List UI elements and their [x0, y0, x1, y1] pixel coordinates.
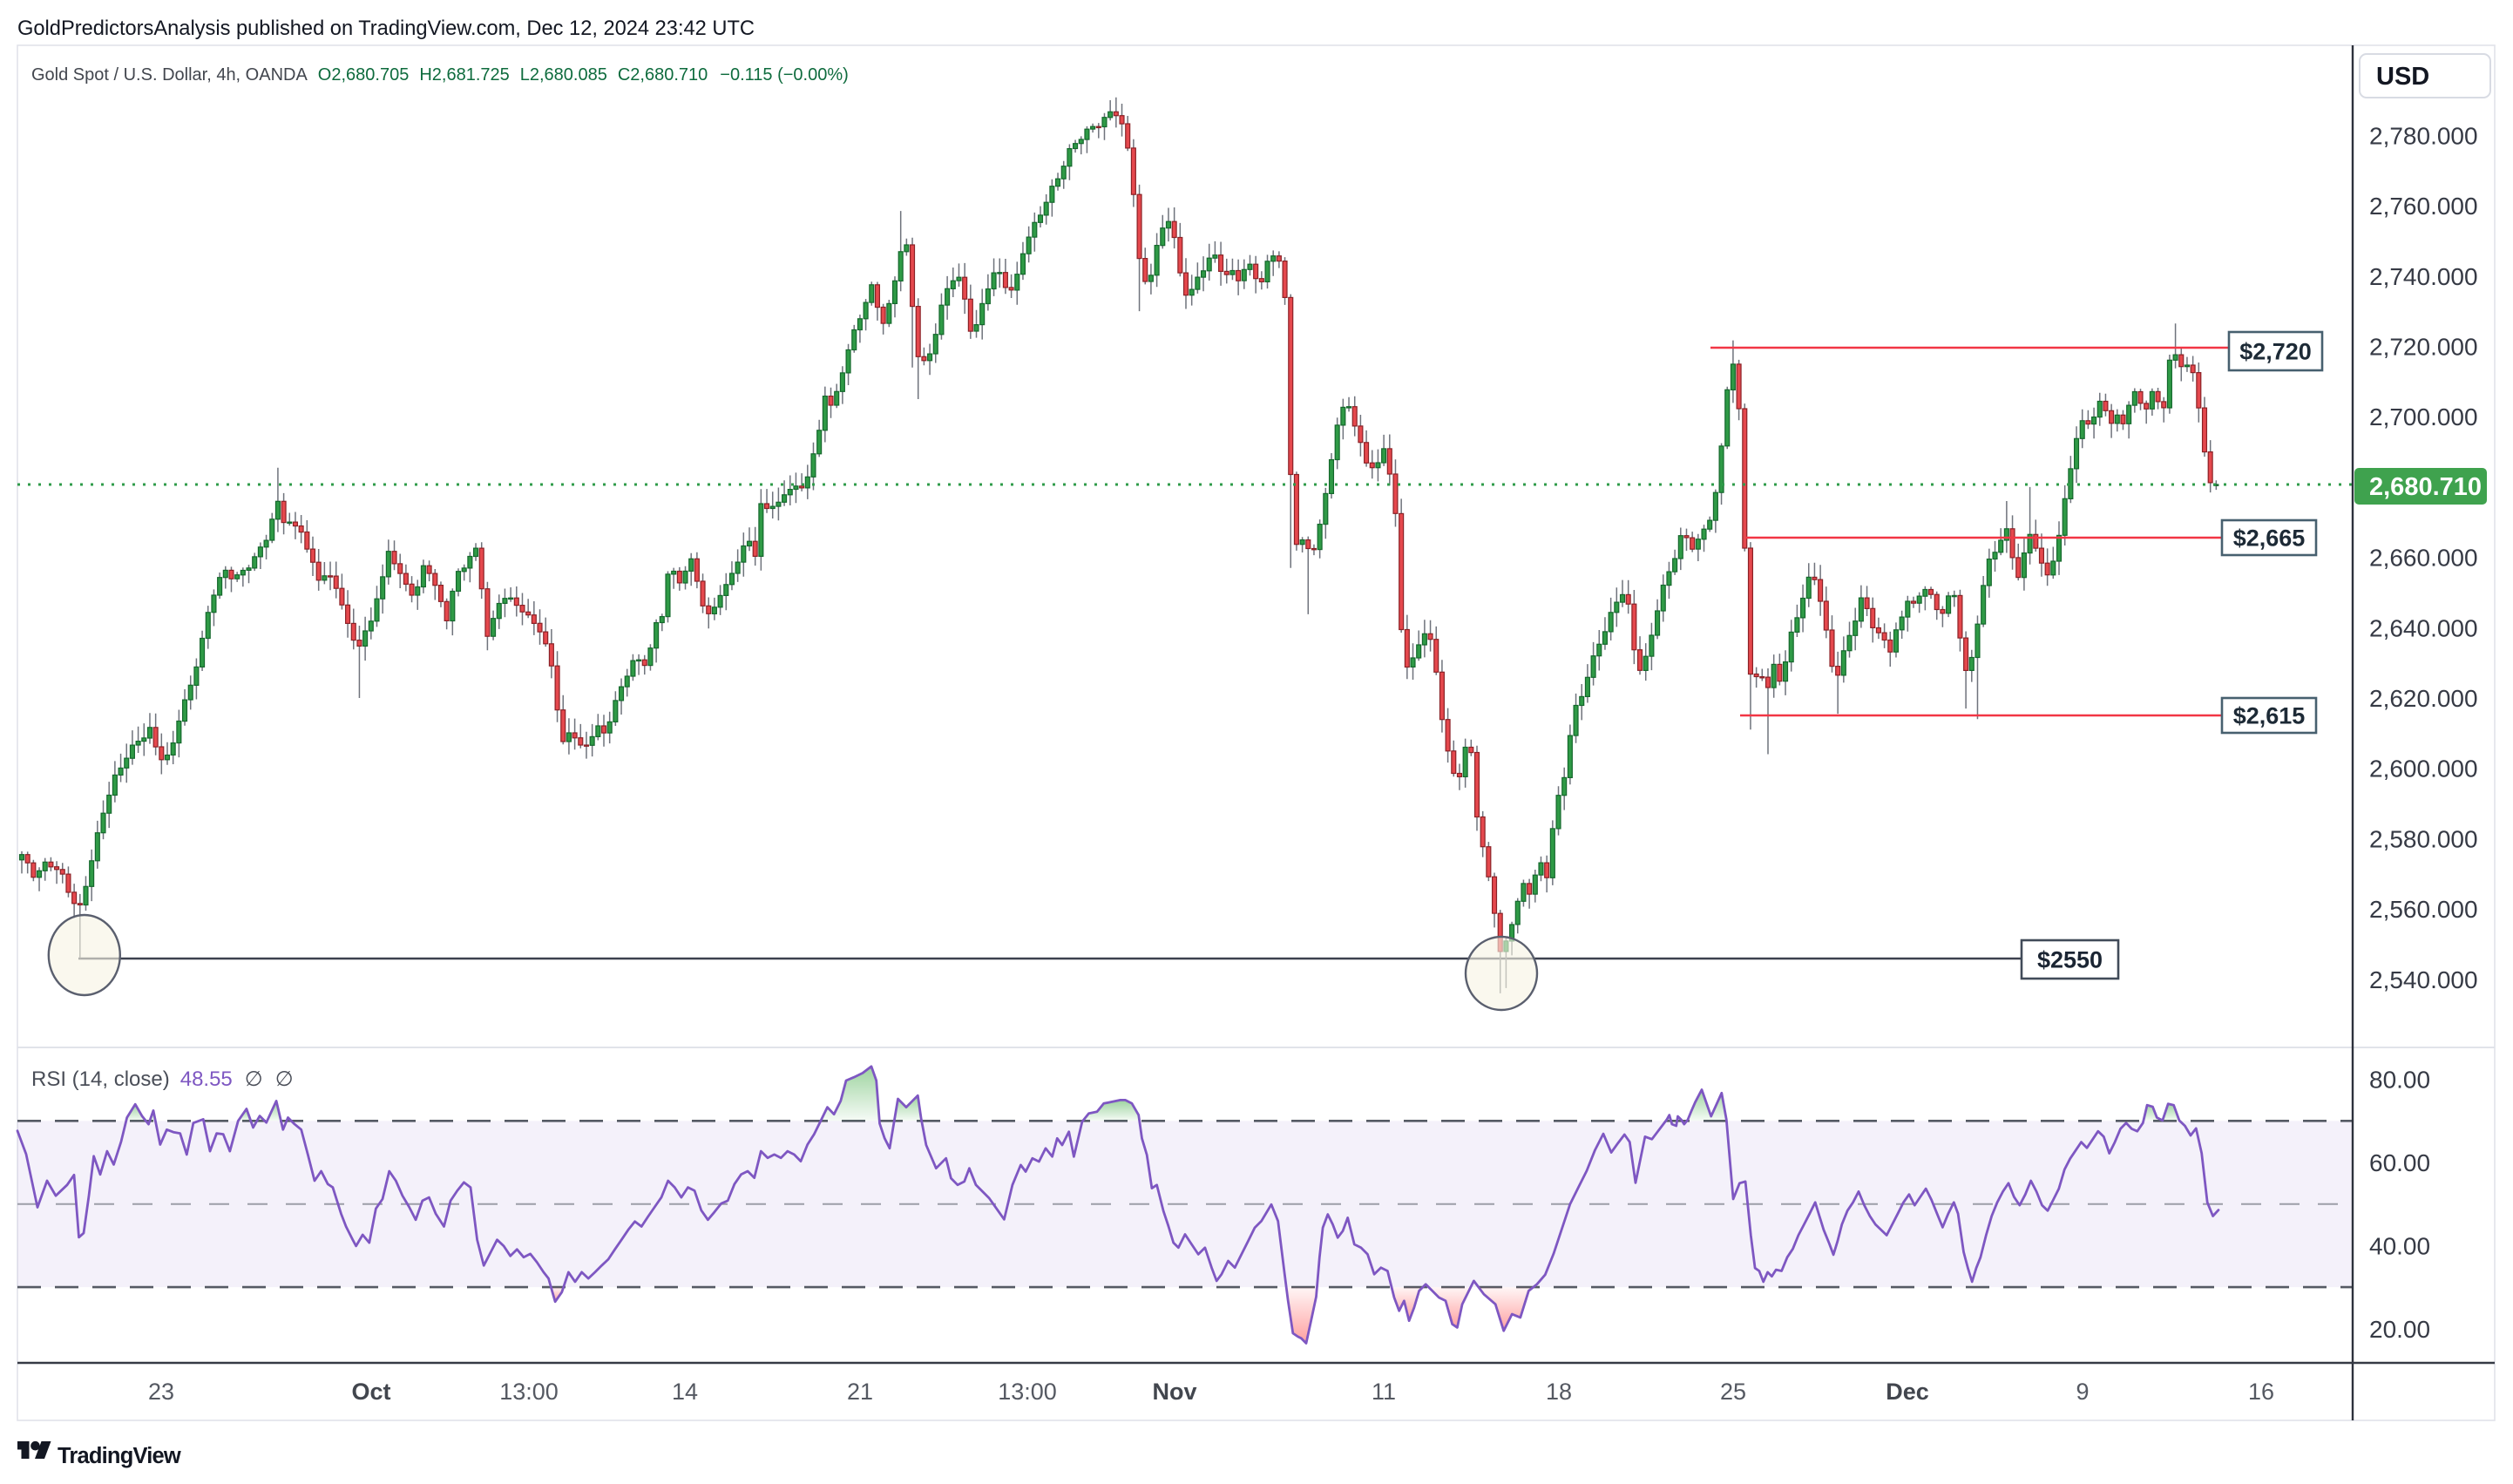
svg-text:$2,615: $2,615	[2233, 703, 2306, 729]
svg-text:13:00: 13:00	[499, 1379, 559, 1405]
svg-text:13:00: 13:00	[998, 1379, 1057, 1405]
svg-text:18: 18	[1546, 1379, 1572, 1405]
svg-text:2,780.000: 2,780.000	[2369, 122, 2478, 149]
svg-text:2,660.000: 2,660.000	[2369, 545, 2478, 572]
svg-text:$2,665: $2,665	[2233, 525, 2306, 552]
svg-text:2,600.000: 2,600.000	[2369, 756, 2478, 783]
svg-text:23: 23	[148, 1379, 174, 1405]
svg-text:14: 14	[672, 1379, 698, 1405]
svg-text:Dec: Dec	[1886, 1379, 1929, 1405]
svg-text:GoldPredictorsAnalysis publish: GoldPredictorsAnalysis published on Trad…	[17, 17, 755, 40]
svg-text:2,620.000: 2,620.000	[2369, 685, 2478, 712]
svg-text:$2,720: $2,720	[2239, 339, 2312, 365]
svg-text:2,760.000: 2,760.000	[2369, 193, 2478, 220]
svg-text:2,580.000: 2,580.000	[2369, 825, 2478, 852]
svg-text:11: 11	[1372, 1379, 1396, 1405]
svg-text:2,680.710: 2,680.710	[2369, 473, 2482, 501]
svg-text:Gold Spot / U.S. Dollar, 4h, O: Gold Spot / U.S. Dollar, 4h, OANDA O2,680…	[31, 65, 849, 85]
svg-text:RSI (14, close)48.55∅∅: RSI (14, close) 48.55 ∅ ∅	[31, 1067, 294, 1091]
svg-text:21: 21	[847, 1379, 873, 1405]
svg-text:2,640.000: 2,640.000	[2369, 614, 2478, 641]
svg-text:2,740.000: 2,740.000	[2369, 263, 2478, 290]
svg-text:2,700.000: 2,700.000	[2369, 403, 2478, 430]
svg-text:25: 25	[1720, 1379, 1746, 1405]
svg-text:Nov: Nov	[1152, 1379, 1196, 1405]
svg-text:9: 9	[2076, 1379, 2089, 1405]
svg-text:USD: USD	[2376, 63, 2429, 91]
svg-text:40.00: 40.00	[2369, 1232, 2430, 1259]
svg-text:TradingView: TradingView	[58, 1444, 181, 1468]
svg-text:2,540.000: 2,540.000	[2369, 966, 2478, 993]
svg-text:20.00: 20.00	[2369, 1316, 2430, 1343]
svg-text:2,560.000: 2,560.000	[2369, 896, 2478, 923]
svg-text:16: 16	[2248, 1379, 2274, 1405]
svg-text:$2550: $2550	[2037, 947, 2103, 973]
svg-text:60.00: 60.00	[2369, 1149, 2430, 1176]
svg-text:2,720.000: 2,720.000	[2369, 334, 2478, 361]
svg-text:Oct: Oct	[351, 1379, 390, 1405]
svg-text:80.00: 80.00	[2369, 1067, 2430, 1094]
